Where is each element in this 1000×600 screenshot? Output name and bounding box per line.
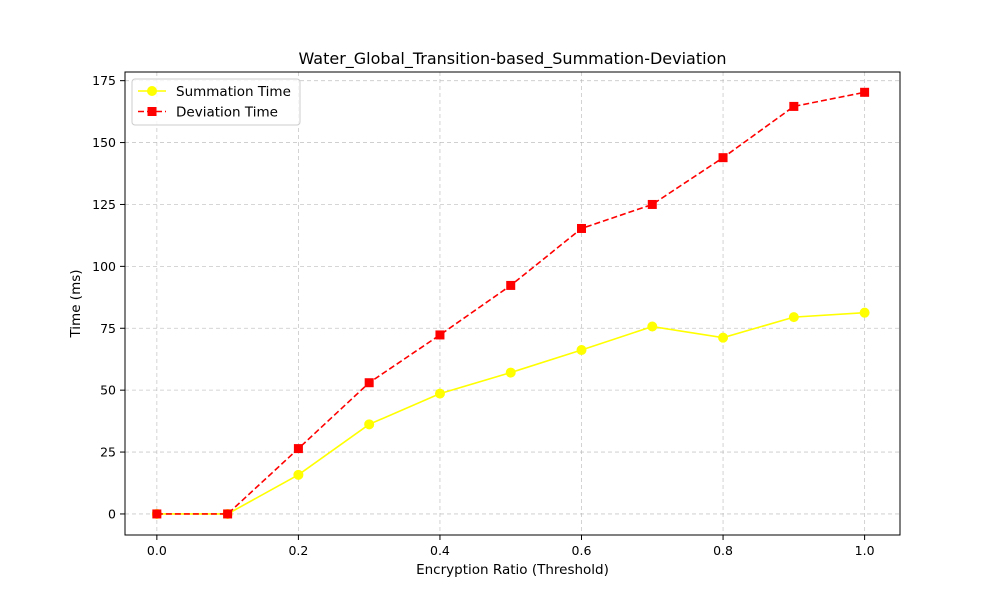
x-tick-label: 0.6 <box>572 543 592 558</box>
data-point-marker <box>647 321 658 332</box>
chart-title: Water_Global_Transition-based_Summation-… <box>298 49 726 69</box>
data-point-marker <box>293 444 303 454</box>
y-tick-label: 150 <box>92 135 116 150</box>
series-deviation-time <box>152 87 870 519</box>
x-tick-label: 0.2 <box>288 543 308 558</box>
data-point-marker <box>647 199 657 209</box>
legend-marker <box>147 86 157 96</box>
y-tick-label: 125 <box>92 197 116 212</box>
data-point-marker <box>788 312 799 323</box>
plot-area-frame <box>124 71 901 536</box>
y-tick-label: 175 <box>92 73 116 88</box>
legend-marker <box>147 107 157 116</box>
data-point-marker <box>718 153 728 163</box>
legend: Summation Time Deviation Time <box>131 78 301 126</box>
y-tick-label: 0 <box>108 506 116 521</box>
grid-lines <box>125 72 900 535</box>
y-axis-ticks: 0 25 50 75 100 125 150 175 <box>92 73 125 521</box>
data-series <box>151 87 870 519</box>
data-point-marker <box>364 378 374 388</box>
data-point-marker <box>576 345 587 356</box>
y-tick-label: 75 <box>100 321 116 336</box>
legend-label: Summation Time <box>176 84 291 100</box>
y-tick-label: 25 <box>100 445 116 460</box>
x-tick-label: 0.0 <box>147 543 167 558</box>
legend-label: Deviation Time <box>176 105 278 121</box>
x-axis-ticks: 0.0 0.2 0.4 0.6 0.8 1.0 <box>147 535 875 558</box>
y-axis-label: Time (ms) <box>68 269 84 338</box>
x-tick-label: 0.4 <box>430 543 450 558</box>
data-point-marker <box>293 469 304 480</box>
data-point-marker <box>434 388 445 399</box>
data-point-marker <box>435 330 445 340</box>
data-point-marker <box>577 223 587 233</box>
data-point-marker <box>223 509 233 519</box>
y-tick-label: 50 <box>100 383 116 398</box>
data-point-marker <box>506 280 516 290</box>
y-tick-label: 100 <box>92 259 116 274</box>
x-axis-label: Encryption Ratio (Threshold) <box>416 562 609 578</box>
legend-box <box>131 78 301 126</box>
data-point-marker <box>789 101 799 111</box>
data-point-marker <box>860 87 870 97</box>
x-tick-label: 1.0 <box>855 543 875 558</box>
data-point-marker <box>505 367 516 378</box>
data-point-marker <box>364 419 375 430</box>
data-point-marker <box>859 307 870 318</box>
data-point-marker <box>152 509 162 519</box>
data-point-marker <box>718 332 729 343</box>
x-tick-label: 0.8 <box>713 543 733 558</box>
